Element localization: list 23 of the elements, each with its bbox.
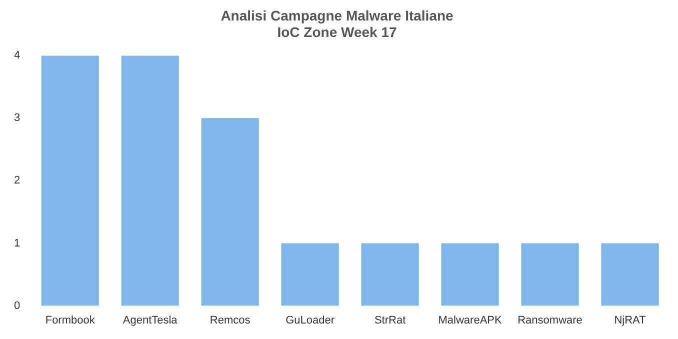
x-tick-label: StrRat <box>374 314 406 326</box>
x-tick-label: MalwareAPK <box>438 314 502 326</box>
bar <box>521 243 579 306</box>
text: IoC Zone Week 17 <box>277 24 397 40</box>
bar <box>281 243 339 306</box>
x-tick-label: AgentTesla <box>122 314 178 326</box>
x-tick-label: NjRAT <box>614 314 646 326</box>
y-tick-label: 1 <box>14 237 20 250</box>
text: Analisi Campagne Malware Italiane <box>220 7 454 24</box>
x-tick-label: Ransomware <box>518 314 582 326</box>
y-tick-label: 3 <box>14 112 20 124</box>
bar <box>361 243 419 306</box>
bar <box>201 118 259 306</box>
bar <box>441 243 499 306</box>
y-tick-label: 4 <box>14 50 20 62</box>
bar <box>41 56 99 306</box>
bar <box>601 243 659 306</box>
y-tick-label: 0 <box>14 300 20 312</box>
x-tick-label: GuLoader <box>286 314 335 326</box>
x-tick-label: Formbook <box>45 314 96 326</box>
x-tick-label: Remcos <box>210 314 251 326</box>
y-tick-label: 2 <box>14 174 20 187</box>
bar <box>121 56 179 306</box>
